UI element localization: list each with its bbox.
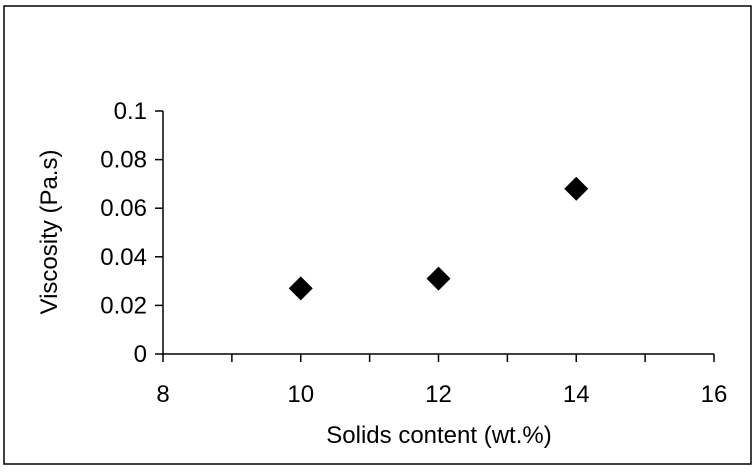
x-axis-title: Solids content (wt.%) [326,422,551,449]
y-tick-label: 0.04 [100,244,147,271]
data-point [426,266,451,291]
y-tick-label: 0.08 [100,147,147,174]
x-tick-label: 14 [563,381,590,408]
x-tick-label: 16 [701,381,728,408]
x-tick-label: 12 [425,381,452,408]
chart-border [3,5,752,465]
x-tick-label: 10 [287,381,314,408]
y-tick-label: 0.1 [114,98,147,125]
y-axis-title: Viscosity (Pa.s) [36,150,63,315]
y-tick-label: 0.06 [100,195,147,222]
y-tick-label: 0 [134,341,147,368]
ticks: 0 0.02 0.04 0.06 0.08 0.1 8 10 12 14 16 [100,98,727,408]
data-point [288,276,313,301]
data-points [288,176,589,301]
data-point [564,176,589,201]
x-tick-label: 8 [156,381,169,408]
y-tick-label: 0.02 [100,292,147,319]
